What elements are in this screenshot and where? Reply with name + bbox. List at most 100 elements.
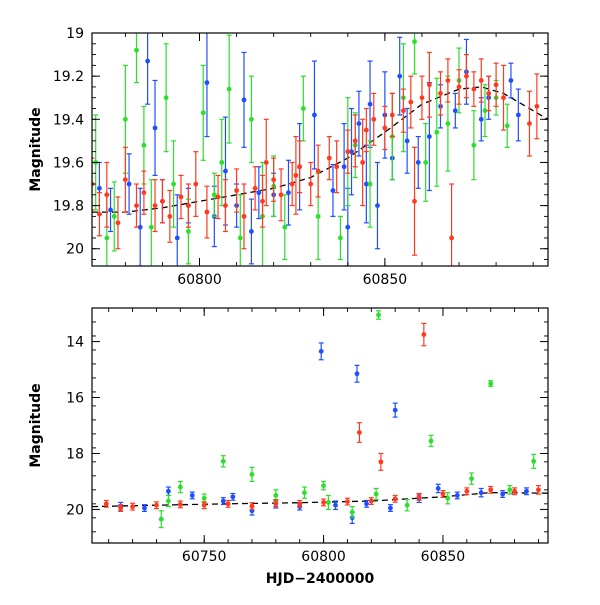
chart-0-series-0-point-31 xyxy=(404,138,410,144)
chart-0-series-2-point-38 xyxy=(438,91,443,96)
chart-1-series-2-point-21 xyxy=(512,488,517,494)
chart-1-series-1-point-11 xyxy=(302,490,307,496)
chart-0-series-2-point-40 xyxy=(456,84,462,90)
chart-1-series-1-point-17 xyxy=(469,476,475,482)
chart-1-series-0-point-18 xyxy=(500,491,506,497)
chart-1-series-1 xyxy=(158,310,537,529)
chart-1-series-0-point-15 xyxy=(435,486,441,491)
chart-0-y-axis-title: Magnitude xyxy=(28,107,44,191)
chart-1-plot-frame xyxy=(91,307,549,544)
chart-0-series-0-point-22 xyxy=(345,224,351,230)
chart-0-series-2-point-32 xyxy=(382,125,388,131)
chart-0-series-0-point-24 xyxy=(356,121,362,127)
chart-0-data-layer xyxy=(92,33,548,266)
chart-0-series-0-point-13 xyxy=(241,97,247,103)
chart-0-series-1-point-12 xyxy=(219,160,225,165)
chart-0-y-tick-label-3: 19.6 xyxy=(53,155,84,171)
chart-0-series-1-point-18 xyxy=(282,224,288,230)
chart-0-series-1-point-20 xyxy=(315,213,321,219)
chart-1-series-2-point-0 xyxy=(421,332,427,337)
chart-1-series-0-point-5 xyxy=(165,488,171,494)
chart-0-series-2-point-16 xyxy=(234,188,239,193)
chart-1-y-axis-title: Magnitude xyxy=(28,383,44,467)
chart-0-series-0 xyxy=(96,33,521,266)
chart-0-series-1-point-27 xyxy=(412,39,417,45)
chart-0-x-tick-label-1: 60850 xyxy=(363,272,408,288)
chart-0-series-2-point-15 xyxy=(223,203,228,208)
chart-1-series-1-point-2 xyxy=(428,438,434,444)
chart-0-series-2-point-3 xyxy=(115,220,121,226)
chart-0-series-1-point-35 xyxy=(504,123,510,129)
chart-1-series-1-point-14 xyxy=(373,491,379,497)
chart-1-model-curve xyxy=(92,491,548,508)
chart-0-series-2-point-43 xyxy=(478,78,484,83)
chart-0-series-2-point-26 xyxy=(326,155,332,161)
chart-0-series-2-point-27 xyxy=(334,164,340,170)
chart-0-series-2-point-41 xyxy=(464,73,469,79)
chart-1-series-1-point-5 xyxy=(158,516,164,522)
chart-0-series-0-point-25 xyxy=(363,181,369,187)
chart-0-series-0-point-40 xyxy=(515,112,521,118)
chart-1-series-0-point-21 xyxy=(230,494,236,500)
chart-0-x-tick-label-0: 60800 xyxy=(177,272,222,288)
chart-0-series-2-point-13 xyxy=(204,209,210,215)
chart-1-series-2-point-9 xyxy=(225,501,231,507)
chart-1-y-tick-label-0: 14 xyxy=(66,335,84,351)
chart-1-series-0-point-12 xyxy=(364,501,369,507)
chart-1-series-2-point-11 xyxy=(273,500,279,506)
chart-1-series-2-point-1 xyxy=(356,430,362,435)
chart-0-series-0-point-5 xyxy=(152,125,158,131)
chart-1-series-1-point-7 xyxy=(177,484,183,490)
chart-0-series-2-point-51 xyxy=(534,103,540,109)
chart-1-series-1-point-4 xyxy=(531,458,537,464)
chart-0-series-2-point-29 xyxy=(352,138,358,144)
chart-1-series-1-point-1 xyxy=(488,381,494,386)
chart-0-series-0-point-26 xyxy=(367,101,373,107)
chart-1-series-0-point-4 xyxy=(142,505,147,511)
chart-0-series-0-point-30 xyxy=(397,73,403,79)
chart-0-series-0-point-33 xyxy=(426,134,432,139)
chart-1-series-0 xyxy=(118,342,530,525)
chart-0-series-0-point-17 xyxy=(286,190,291,196)
chart-1-series-2-point-15 xyxy=(368,498,374,504)
chart-1-series-1-point-15 xyxy=(404,502,410,508)
chart-0-series-2-point-23 xyxy=(297,164,303,170)
chart-1-series-2-point-20 xyxy=(488,487,494,493)
chart-0-series-0-point-2 xyxy=(126,181,132,187)
chart-1-series-2-point-19 xyxy=(464,488,470,494)
chart-1-series-2-point-4 xyxy=(118,505,124,511)
chart-1-series-2-point-7 xyxy=(177,501,183,507)
chart-0-series-0-point-4 xyxy=(145,58,151,64)
chart-0-series-2-point-11 xyxy=(185,203,191,208)
chart-1-x-tick-label-1: 60800 xyxy=(301,549,346,565)
chart-0-series-2-point-31 xyxy=(371,116,377,122)
chart-1-series-1-point-8 xyxy=(201,495,207,501)
chart-1-series-0-point-16 xyxy=(454,493,460,498)
chart-0-series-2-point-37 xyxy=(426,82,432,88)
chart-0-series-2 xyxy=(92,51,540,266)
chart-0-series-0-point-39 xyxy=(508,78,514,83)
chart-0-series-1-point-7 xyxy=(163,95,169,101)
chart-0-series-2-point-17 xyxy=(241,213,247,219)
chart-0-y-tick-label-4: 19.8 xyxy=(53,199,84,215)
chart-0-series-0-point-27 xyxy=(375,203,380,208)
chart-0-series-0-point-32 xyxy=(415,160,421,165)
chart-0-series-0-point-1 xyxy=(108,207,113,213)
chart-0-series-2-point-39 xyxy=(445,78,451,83)
chart-0-series-1 xyxy=(93,33,510,266)
chart-0-series-1-point-1 xyxy=(104,235,110,241)
chart-0-series-1-point-21 xyxy=(337,235,343,241)
chart-0-series-2-point-35 xyxy=(408,99,414,105)
chart-1-series-1-point-6 xyxy=(165,498,171,504)
chart-0-series-2-point-12 xyxy=(193,181,199,187)
chart-0-series-2-point-42 xyxy=(471,86,477,92)
bottom-panel: 60750 60800 60850 14 16 18 20 Magnitude HJD−2400… xyxy=(28,307,549,587)
chart-1-series-1-point-12 xyxy=(325,500,331,505)
chart-1-series-2-point-6 xyxy=(154,502,159,508)
chart-0-series-2-point-2 xyxy=(104,192,110,198)
chart-0-series-2-point-4 xyxy=(122,177,128,183)
chart-0-series-2-point-48 xyxy=(293,172,299,178)
chart-1-series-0-point-1 xyxy=(354,371,360,377)
chart-0-series-2-point-49 xyxy=(263,160,269,165)
